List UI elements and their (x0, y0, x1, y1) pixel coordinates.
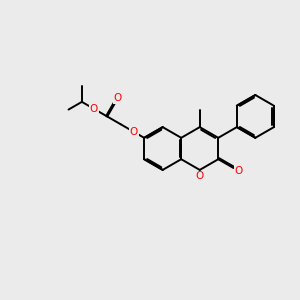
Text: O: O (130, 127, 138, 137)
Text: O: O (114, 93, 122, 103)
Text: O: O (235, 166, 243, 176)
Text: O: O (196, 172, 204, 182)
Text: O: O (90, 104, 98, 114)
